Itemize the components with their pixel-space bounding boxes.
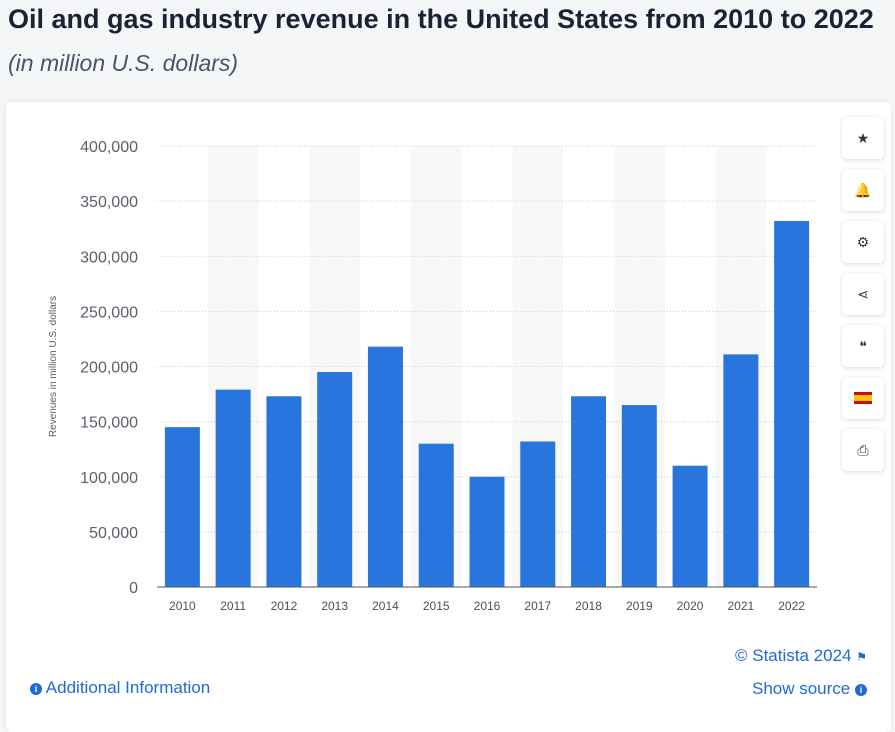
flag-spain-icon bbox=[854, 392, 872, 404]
x-tick-label: 2022 bbox=[778, 599, 805, 613]
show-source-link[interactable]: Show source i bbox=[752, 679, 867, 699]
share-button[interactable]: ⋖ bbox=[842, 273, 884, 315]
chart-card: 0 50,000 100,000 150,000 200,000 250,000 300,0… bbox=[6, 102, 891, 732]
x-tick-label: 2011 bbox=[220, 599, 246, 613]
bar-2018[interactable] bbox=[571, 396, 607, 587]
chart-title: Oil and gas industry revenue in the Unit… bbox=[8, 4, 874, 34]
bar-2013[interactable] bbox=[317, 372, 353, 587]
x-tick-label: 2016 bbox=[474, 599, 501, 613]
print-icon: ⎙ bbox=[857, 441, 869, 458]
flag-icon: ⚑ bbox=[856, 650, 867, 664]
print-button[interactable]: ⎙ bbox=[842, 429, 884, 471]
additional-information-link[interactable]: i Additional Information bbox=[30, 678, 210, 698]
y-tick-label: 400,000 bbox=[80, 139, 138, 156]
x-tick-label: 2015 bbox=[423, 599, 450, 613]
y-tick-label: 350,000 bbox=[80, 194, 138, 211]
x-tick-label: 2010 bbox=[169, 599, 196, 613]
gear-button[interactable]: ⚙ bbox=[842, 221, 884, 263]
x-tick-label: 2019 bbox=[626, 599, 653, 613]
y-tick-label: 50,000 bbox=[89, 525, 138, 542]
bar-2016[interactable] bbox=[469, 476, 505, 587]
bar-2020[interactable] bbox=[672, 465, 708, 587]
share-icon: ⋖ bbox=[857, 285, 869, 302]
star-icon: ★ bbox=[856, 129, 870, 146]
bar-2014[interactable] bbox=[367, 346, 403, 587]
quote-icon: ❝ bbox=[859, 337, 867, 354]
copyright-text: © Statista 2024 bbox=[735, 646, 852, 665]
y-axis-label: Revenues in million U.S. dollars bbox=[48, 296, 59, 437]
info-icon: i bbox=[30, 683, 42, 695]
chart-subtitle: (in million U.S. dollars) bbox=[8, 50, 239, 76]
bell-button[interactable]: 🔔 bbox=[842, 169, 884, 211]
x-tick-label: 2012 bbox=[271, 599, 298, 613]
y-tick-label: 150,000 bbox=[80, 415, 138, 432]
x-tick-label: 2021 bbox=[727, 599, 754, 613]
x-tick-label: 2013 bbox=[321, 599, 348, 613]
y-tick-label: 200,000 bbox=[80, 360, 138, 377]
bar-2019[interactable] bbox=[621, 405, 657, 587]
additional-information-label: Additional Information bbox=[45, 678, 211, 697]
y-tick-label: 250,000 bbox=[80, 304, 138, 321]
x-tick-label: 2014 bbox=[372, 599, 399, 613]
flag-spain-button[interactable] bbox=[842, 377, 884, 419]
quote-button[interactable]: ❝ bbox=[842, 325, 884, 367]
info-icon: i bbox=[855, 684, 867, 696]
x-tick-label: 2018 bbox=[575, 599, 602, 613]
bar-2010[interactable] bbox=[164, 427, 200, 587]
bar-2011[interactable] bbox=[215, 389, 251, 587]
gear-icon: ⚙ bbox=[856, 233, 870, 250]
x-tick-label: 2017 bbox=[524, 599, 551, 613]
star-button[interactable]: ★ bbox=[842, 117, 884, 159]
x-tick-label: 2020 bbox=[677, 599, 704, 613]
bar-2017[interactable] bbox=[520, 441, 556, 587]
bar-2021[interactable] bbox=[723, 354, 759, 587]
y-tick-label: 0 bbox=[129, 580, 138, 597]
bar-chart: 0 50,000 100,000 150,000 200,000 250,000 300,0… bbox=[48, 139, 817, 613]
y-tick-label: 100,000 bbox=[80, 470, 138, 487]
statista-copyright-link[interactable]: © Statista 2024 ⚑ bbox=[735, 646, 867, 666]
bar-2015[interactable] bbox=[418, 443, 454, 587]
bar-2022[interactable] bbox=[774, 220, 810, 587]
y-tick-label: 300,000 bbox=[80, 249, 138, 266]
show-source-label: Show source bbox=[751, 679, 851, 698]
bell-icon: 🔔 bbox=[854, 181, 872, 198]
bar-2012[interactable] bbox=[266, 396, 302, 587]
